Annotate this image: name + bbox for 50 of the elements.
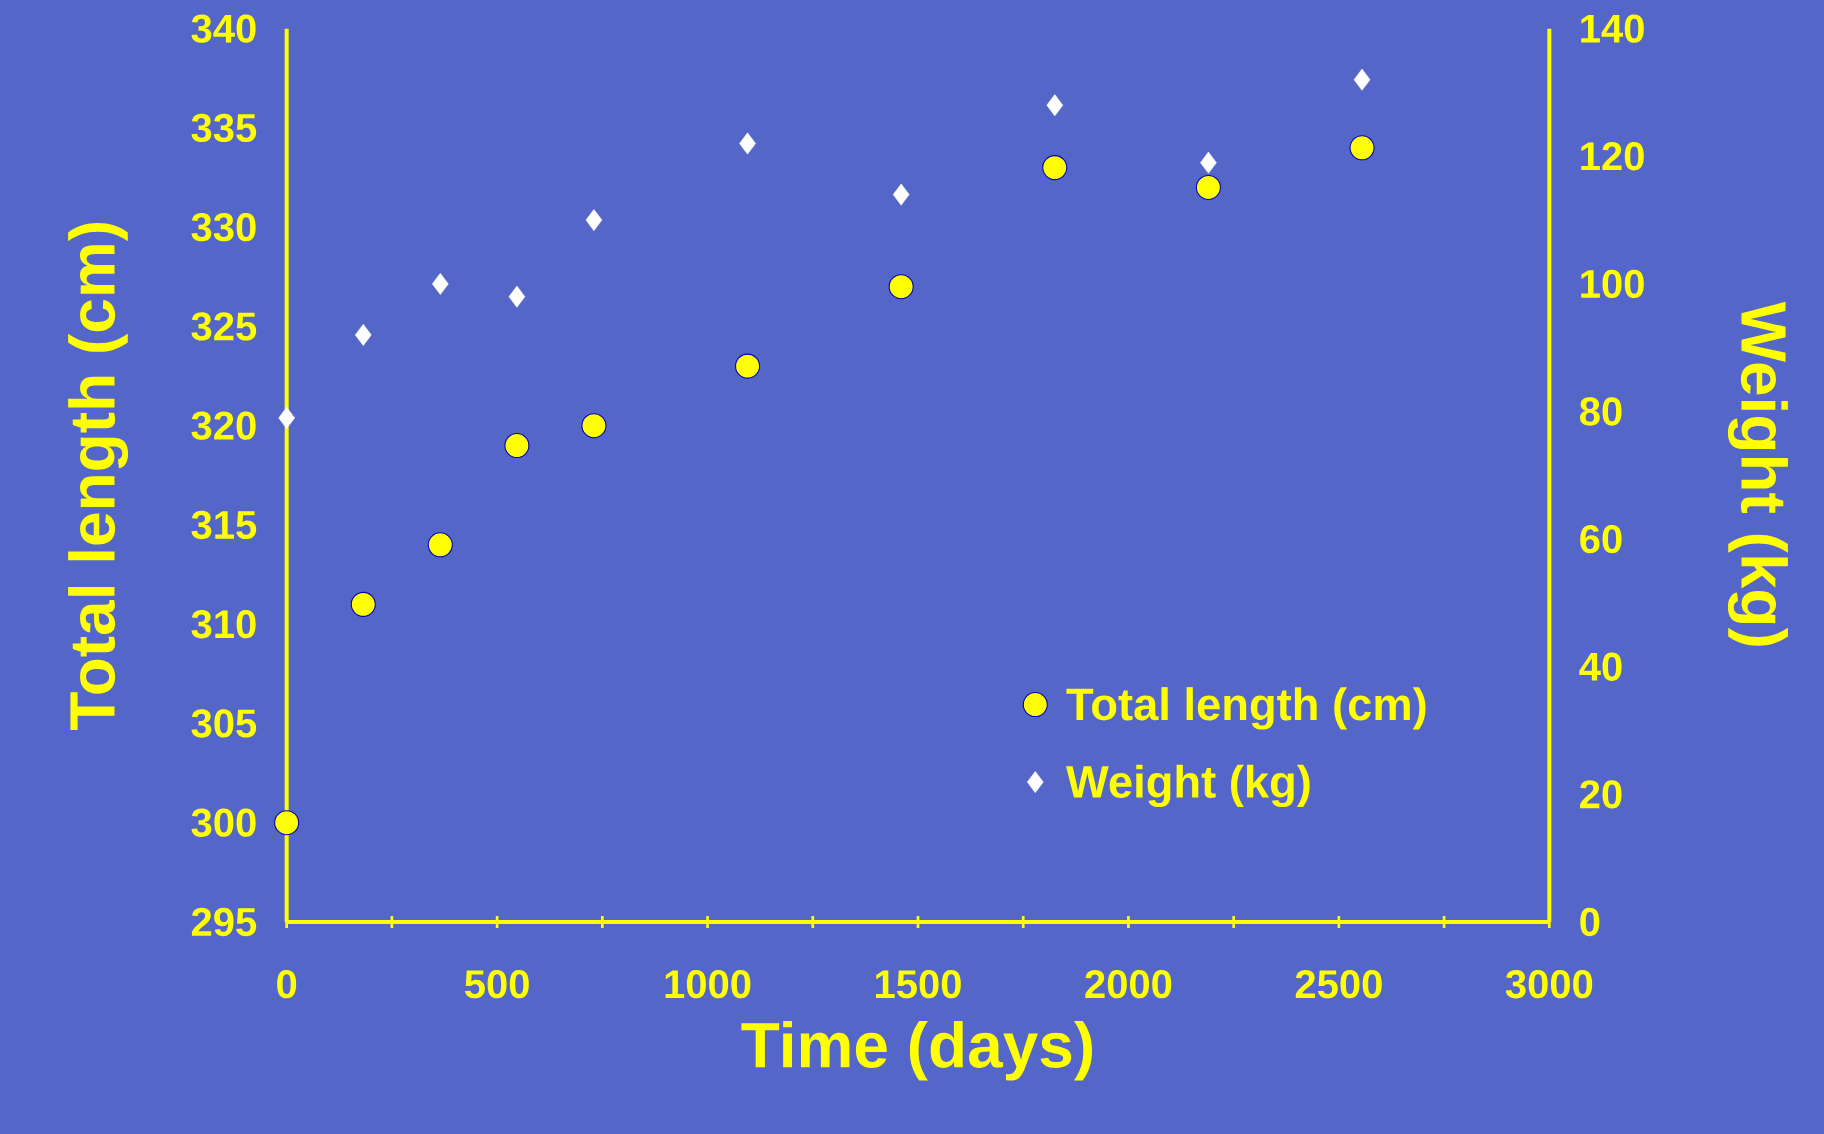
y-tick-label: 325 — [191, 312, 257, 341]
point — [585, 209, 603, 232]
point — [1195, 174, 1221, 201]
y2-tick-label: 140 — [1581, 14, 1644, 43]
point — [355, 324, 372, 346]
point — [1042, 155, 1068, 181]
point — [350, 591, 376, 617]
y-tick-label: 315 — [191, 510, 257, 540]
x-tick-label: 0 — [277, 970, 297, 999]
legend-label: Total length (cm) — [1066, 687, 1426, 730]
y-tick-label: 305 — [191, 709, 257, 738]
y2-tick-label: 60 — [1580, 524, 1622, 554]
y-tick-label: 320 — [191, 411, 256, 440]
point — [581, 413, 607, 439]
point — [1200, 151, 1217, 174]
x-tick-label: 2500 — [1295, 970, 1382, 999]
x-tick-label: 500 — [464, 970, 529, 999]
x-tick-label: 3000 — [1505, 970, 1593, 999]
point — [1353, 68, 1371, 91]
point — [1046, 94, 1064, 117]
point — [739, 132, 756, 155]
y-tick-label: 300 — [191, 808, 256, 837]
y2-tick-label: 80 — [1580, 397, 1622, 426]
y2-tick-label: 0 — [1580, 907, 1600, 937]
x-axis-title: Time (days) — [741, 1020, 1092, 1081]
point — [735, 353, 761, 379]
y-tick-label: 295 — [191, 907, 257, 937]
point — [888, 274, 914, 300]
y2-tick-label: 120 — [1581, 142, 1644, 171]
y2-tick-label: 40 — [1579, 652, 1622, 681]
x-tick-label: 1500 — [876, 970, 961, 999]
point — [892, 183, 910, 206]
point — [432, 272, 449, 295]
y-tick-label: 340 — [191, 14, 256, 43]
legend-label: Weight (kg) — [1066, 764, 1310, 808]
x-tick-label: 1000 — [665, 970, 751, 999]
x-tick-label: 2000 — [1085, 970, 1172, 999]
y-tick-label: 335 — [191, 113, 257, 143]
point — [1349, 135, 1375, 161]
point — [508, 285, 526, 308]
y-tick-label: 330 — [191, 212, 256, 242]
y-axis-title: Total length (cm) — [68, 223, 129, 730]
point — [427, 532, 453, 558]
point — [504, 433, 530, 459]
point — [274, 810, 300, 836]
y2-tick-label: 100 — [1581, 269, 1644, 299]
y-tick-label: 310 — [191, 610, 256, 639]
point — [278, 406, 295, 429]
y2-tick-label: 20 — [1580, 780, 1622, 809]
y2-axis-title: Weight (kg) — [1727, 301, 1788, 646]
